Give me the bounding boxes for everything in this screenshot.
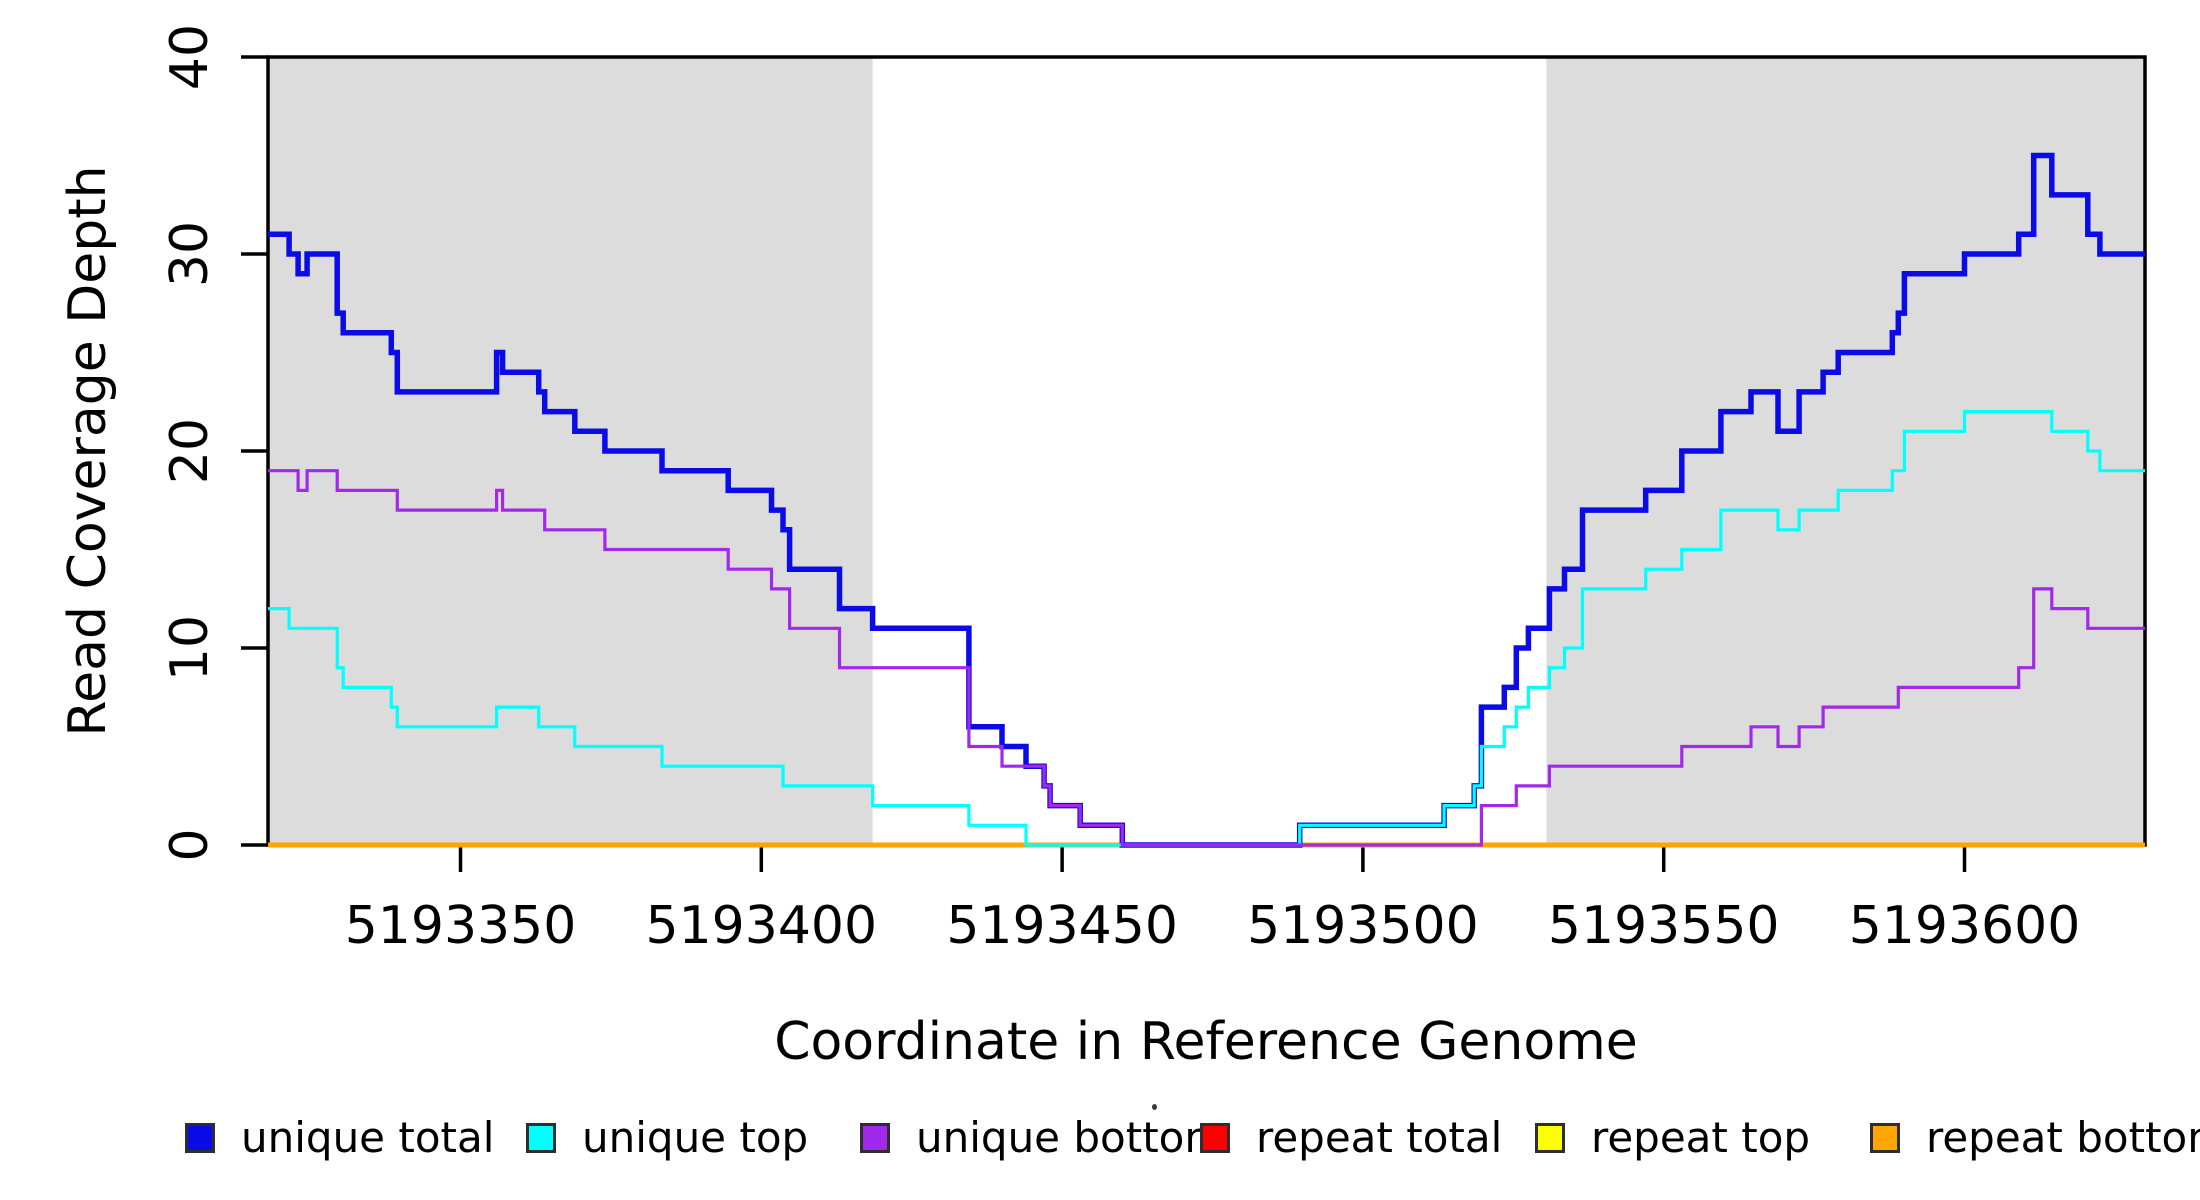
x-tick-label-5193550: 5193550 [1548, 896, 1780, 956]
left-gray-band [268, 57, 873, 845]
y-tick-label-10: 10 [160, 615, 220, 681]
x-tick-label-5193350: 5193350 [345, 896, 577, 956]
y-tick-label-40: 40 [160, 24, 220, 90]
series-unique-top-line [268, 410, 2145, 847]
x-tick-label-5193450: 5193450 [946, 896, 1178, 956]
right-gray-band [1546, 57, 2145, 845]
y-tick-label-0: 0 [160, 828, 220, 861]
series-unique-bottom-line [268, 469, 2145, 847]
x-tick-label-5193500: 5193500 [1247, 896, 1479, 956]
stray-dot-artifact [1152, 1104, 1157, 1110]
y-tick-label-30: 30 [160, 221, 220, 287]
x-tick-label-5193400: 5193400 [646, 896, 878, 956]
y-tick-label-20: 20 [160, 418, 220, 484]
x-tick-label-5193600: 5193600 [1849, 896, 2081, 956]
y-axis-title: Read Coverage Depth [58, 165, 118, 737]
x-axis-title: Coordinate in Reference Genome [774, 1012, 1638, 1072]
